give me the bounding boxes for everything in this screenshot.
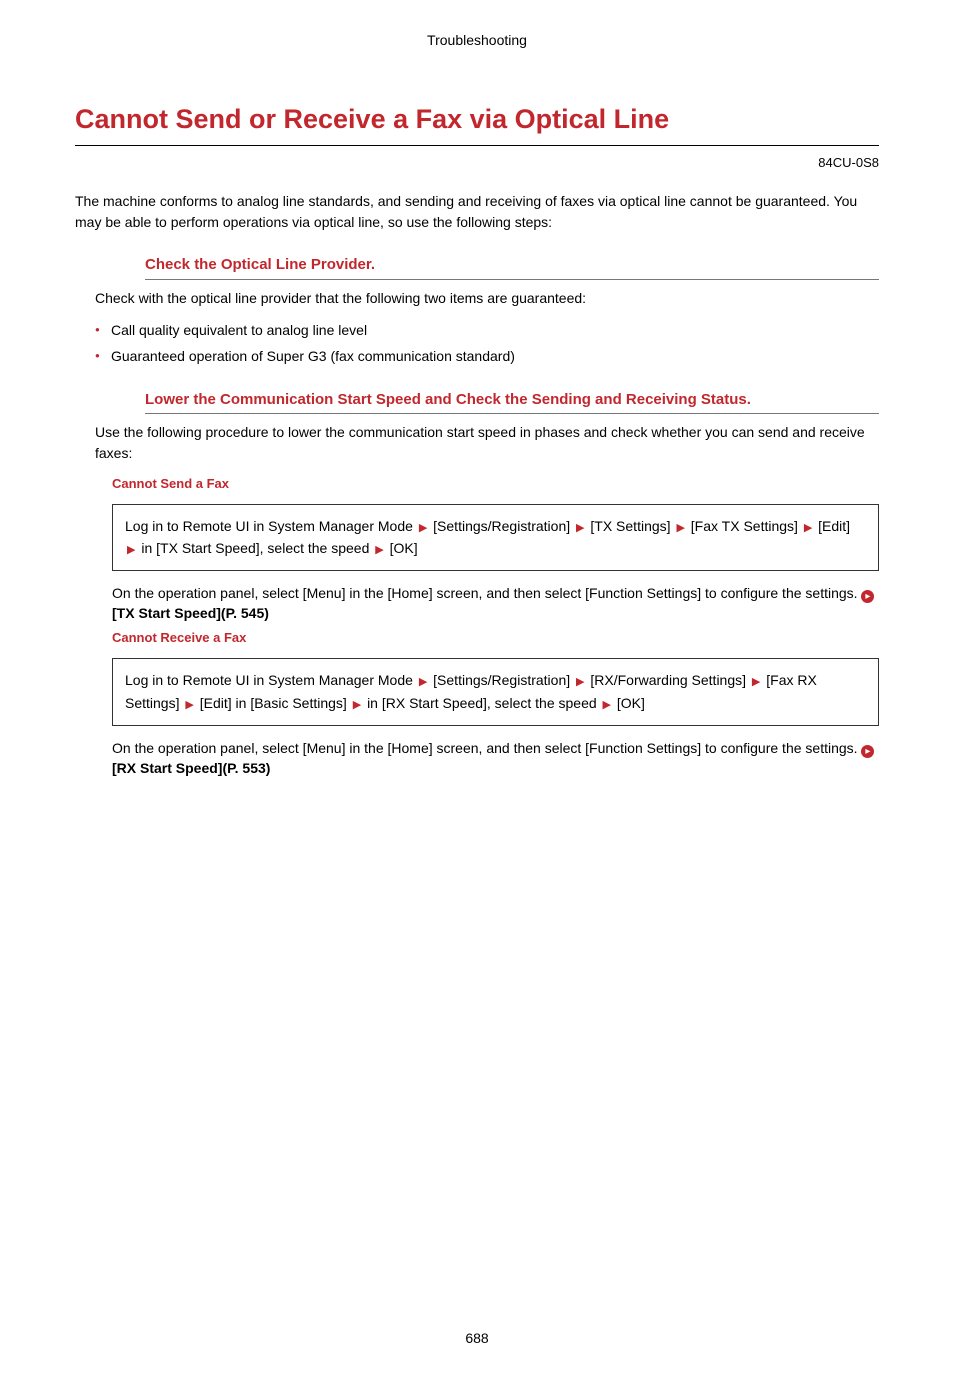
step-text: in [RX Start Speed], select the speed bbox=[367, 695, 597, 711]
procedure-box-send: Log in to Remote UI in System Manager Mo… bbox=[112, 504, 879, 571]
section-title: Check the Optical Line Provider. bbox=[145, 254, 879, 280]
arrow-icon: ▶ bbox=[375, 544, 383, 556]
section-check-provider: Check the Optical Line Provider. Check w… bbox=[145, 254, 879, 367]
step-text: [Fax TX Settings] bbox=[691, 518, 798, 534]
arrow-icon: ▶ bbox=[353, 699, 361, 711]
arrow-icon: ▶ bbox=[804, 522, 812, 534]
breadcrumb: Troubleshooting bbox=[75, 30, 879, 50]
section-text: Use the following procedure to lower the… bbox=[95, 422, 879, 463]
arrow-icon: ▶ bbox=[127, 544, 135, 556]
step-text: [Edit] in [Basic Settings] bbox=[200, 695, 347, 711]
step-text: in [TX Start Speed], select the speed bbox=[141, 540, 369, 556]
link-rx-start-speed[interactable]: [RX Start Speed](P. 553) bbox=[112, 760, 270, 776]
sub-heading-cannot-receive: Cannot Receive a Fax bbox=[112, 629, 879, 648]
arrow-icon: ▶ bbox=[576, 676, 584, 688]
page-number: 688 bbox=[75, 1328, 879, 1348]
step-text: [OK] bbox=[617, 695, 645, 711]
section-title: Lower the Communication Start Speed and … bbox=[145, 389, 879, 415]
step-text: Log in to Remote UI in System Manager Mo… bbox=[125, 518, 413, 534]
link-icon: ▸ bbox=[861, 590, 874, 603]
section-text: Check with the optical line provider tha… bbox=[95, 288, 879, 308]
step-text: [OK] bbox=[390, 540, 418, 556]
document-id: 84CU-0S8 bbox=[75, 154, 879, 173]
note-text: On the operation panel, select [Menu] in… bbox=[112, 740, 861, 756]
list-item: Call quality equivalent to analog line l… bbox=[95, 320, 879, 340]
page-title: Cannot Send or Receive a Fax via Optical… bbox=[75, 100, 879, 146]
link-tx-start-speed[interactable]: [TX Start Speed](P. 545) bbox=[112, 605, 269, 621]
step-text: [Settings/Registration] bbox=[433, 672, 570, 688]
arrow-icon: ▶ bbox=[419, 676, 427, 688]
arrow-icon: ▶ bbox=[419, 522, 427, 534]
step-text: [TX Settings] bbox=[590, 518, 670, 534]
arrow-icon: ▶ bbox=[676, 522, 684, 534]
step-text: [Settings/Registration] bbox=[433, 518, 570, 534]
step-text: [Edit] bbox=[818, 518, 850, 534]
list-item: Guaranteed operation of Super G3 (fax co… bbox=[95, 346, 879, 366]
panel-note-receive: On the operation panel, select [Menu] in… bbox=[112, 738, 879, 779]
arrow-icon: ▶ bbox=[576, 522, 584, 534]
step-text: Log in to Remote UI in System Manager Mo… bbox=[125, 672, 413, 688]
panel-note-send: On the operation panel, select [Menu] in… bbox=[112, 583, 879, 624]
arrow-icon: ▶ bbox=[752, 676, 760, 688]
procedure-box-receive: Log in to Remote UI in System Manager Mo… bbox=[112, 658, 879, 725]
arrow-icon: ▶ bbox=[603, 699, 611, 711]
link-icon: ▸ bbox=[861, 745, 874, 758]
note-text: On the operation panel, select [Menu] in… bbox=[112, 585, 861, 601]
bullet-list: Call quality equivalent to analog line l… bbox=[95, 320, 879, 367]
arrow-icon: ▶ bbox=[185, 699, 193, 711]
step-text: [RX/Forwarding Settings] bbox=[590, 672, 746, 688]
sub-heading-cannot-send: Cannot Send a Fax bbox=[112, 475, 879, 494]
intro-text: The machine conforms to analog line stan… bbox=[75, 191, 879, 232]
section-lower-speed: Lower the Communication Start Speed and … bbox=[145, 389, 879, 779]
